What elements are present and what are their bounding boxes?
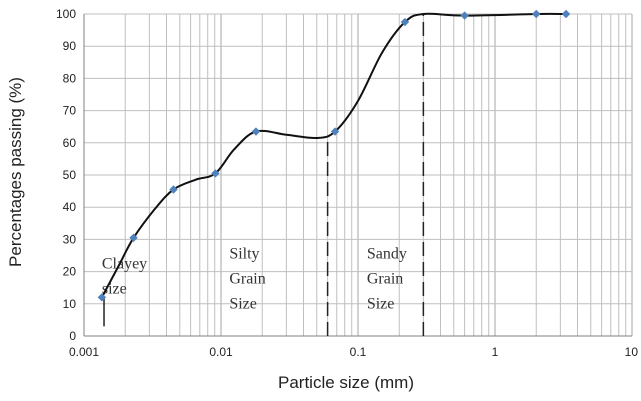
x-tick-label: 0.01 <box>209 345 233 359</box>
x-tick-label: 0.1 <box>350 345 367 359</box>
data-point <box>211 169 220 178</box>
annotation-silty: Silty <box>229 246 259 263</box>
data-point <box>251 127 261 136</box>
y-tick-label: 100 <box>56 7 76 21</box>
data-points <box>97 9 571 302</box>
y-axis-title: Percentages passing (%) <box>6 77 25 267</box>
annotation-sandy: Grain <box>367 271 403 288</box>
grid-lines <box>83 13 633 337</box>
data-point <box>330 127 340 136</box>
data-point <box>97 293 107 302</box>
data-point <box>460 11 469 20</box>
y-tick-label: 90 <box>63 39 77 53</box>
data-point <box>129 233 138 242</box>
annotation-sandy: Sandy <box>367 246 407 263</box>
annotation-silty: Size <box>229 296 257 313</box>
y-tick-labels: 0 10 20 30 40 50 60 70 80 90 100 <box>56 7 76 343</box>
data-point <box>169 185 178 194</box>
x-tick-label: 10 <box>625 345 639 359</box>
y-tick-label: 40 <box>63 200 77 214</box>
data-point <box>532 9 541 19</box>
annotation-clayey: Clayey <box>102 255 147 272</box>
annotation-silty: Grain <box>229 271 265 288</box>
x-tick-label: 0.001 <box>69 345 99 359</box>
y-tick-label: 60 <box>63 136 77 150</box>
y-tick-label: 0 <box>69 329 76 343</box>
y-tick-label: 20 <box>63 265 77 279</box>
x-tick-labels: 0.001 0.01 0.1 1 10 <box>69 345 638 359</box>
grain-size-boundaries <box>103 14 425 336</box>
data-point <box>561 9 571 19</box>
y-tick-label: 10 <box>63 297 77 311</box>
annotation-sandy: Size <box>367 296 395 313</box>
x-axis-title: Particle size (mm) <box>278 373 414 392</box>
data-point <box>400 17 410 27</box>
y-tick-label: 30 <box>63 232 77 246</box>
y-tick-label: 50 <box>63 168 77 182</box>
y-tick-label: 70 <box>63 104 77 118</box>
gradation-curve <box>101 12 567 298</box>
y-tick-label: 80 <box>63 71 77 85</box>
x-tick-label: 1 <box>492 345 499 359</box>
